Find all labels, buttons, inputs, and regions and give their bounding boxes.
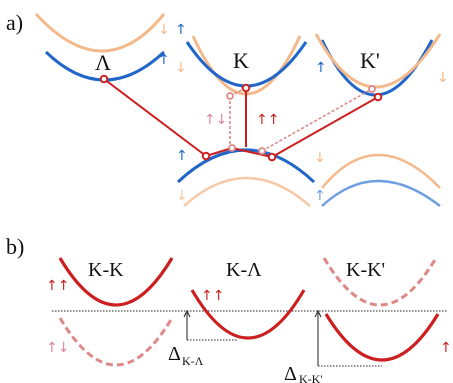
kprime-valence-band-orange: [321, 153, 441, 189]
kk-bright-spin-arrows: ↑↑: [46, 278, 69, 294]
kprime-transition-line: [271, 96, 379, 158]
kkprime-title: K-K': [346, 259, 385, 281]
k-spin-down-arrow-left: ↓: [175, 60, 187, 76]
kprime-spin-up-arrow: ↑: [315, 60, 327, 76]
klambda-band: [190, 289, 306, 340]
kprime-upper-node: [368, 85, 376, 93]
kprime-valence-spin-down-arrow: ↓: [314, 150, 326, 166]
kkprime-bright-band: [324, 313, 440, 362]
valence-spin-down-arrow: ↓: [176, 188, 188, 204]
k-spin-up-arrow-left: ↑: [175, 22, 187, 38]
klambda-spin-arrows: ↑↑: [201, 288, 224, 304]
valence-top-link: [231, 147, 273, 158]
kprime-valley-label: K': [360, 48, 380, 73]
kprime-dashed-transition-line: [261, 88, 373, 152]
klambda-delta-symbol: Δ: [168, 343, 181, 365]
lambda-node: [99, 74, 109, 84]
kk-dark-spin-arrows: ↑↓: [46, 340, 69, 356]
kkprime-dark-band: [322, 257, 438, 307]
lambda-valley-label: Λ: [95, 50, 111, 75]
valence-left-node: [201, 151, 211, 161]
lambda-upper-band: [34, 12, 166, 53]
kk-title: K-K: [88, 259, 124, 281]
kkprime-delta-symbol: Δ: [284, 363, 297, 383]
k-dark-lower-node: [228, 144, 236, 152]
dark-transition-nodes: [226, 85, 376, 155]
kkprime-delta-subscript: K-K': [299, 372, 323, 383]
kk-bright-band: [58, 257, 174, 307]
panel-a-label: a): [6, 10, 23, 35]
lambda-transition-line: [103, 78, 207, 157]
kkprime-delta-arrowhead-top: [314, 309, 322, 318]
klambda-delta-arrowhead-top: [183, 309, 191, 318]
lambda-spin-down-arrow: ↓: [158, 22, 170, 38]
panel-b-label: b): [6, 234, 24, 259]
k-valence-band-blue: [176, 148, 316, 184]
k-upper-node: [241, 83, 251, 93]
valence-spin-up-arrow: ↑: [176, 148, 188, 164]
k-dark-upper-node: [226, 92, 234, 100]
klambda-delta-subscript: K-Λ: [182, 354, 204, 368]
kprime-valence-band-blue: [321, 179, 441, 207]
kprime-spin-down-arrow: ↓: [437, 70, 449, 86]
k-valence-band-orange: [183, 176, 311, 207]
kprime-lower-node: [373, 92, 383, 102]
klambda-title: K-Λ: [226, 259, 262, 281]
kkprime-spin-arrow: ↑: [440, 340, 452, 356]
k-exciton-spin-up-up: ↑↑: [256, 112, 279, 128]
valence-mid-node: [258, 147, 266, 155]
kk-dark-band: [58, 317, 174, 367]
kprime-valence-spin-up-arrow: ↑: [314, 188, 326, 204]
kprime-orange-band: [314, 33, 442, 89]
k-left-transition-line: [205, 147, 233, 157]
valence-right-node: [267, 152, 277, 162]
k-exciton-spin-up-down: ↑↓: [204, 112, 227, 128]
lambda-spin-up-arrow: ↑: [158, 52, 170, 68]
transition-nodes: [99, 74, 383, 162]
k-valley-label: K: [233, 48, 249, 73]
